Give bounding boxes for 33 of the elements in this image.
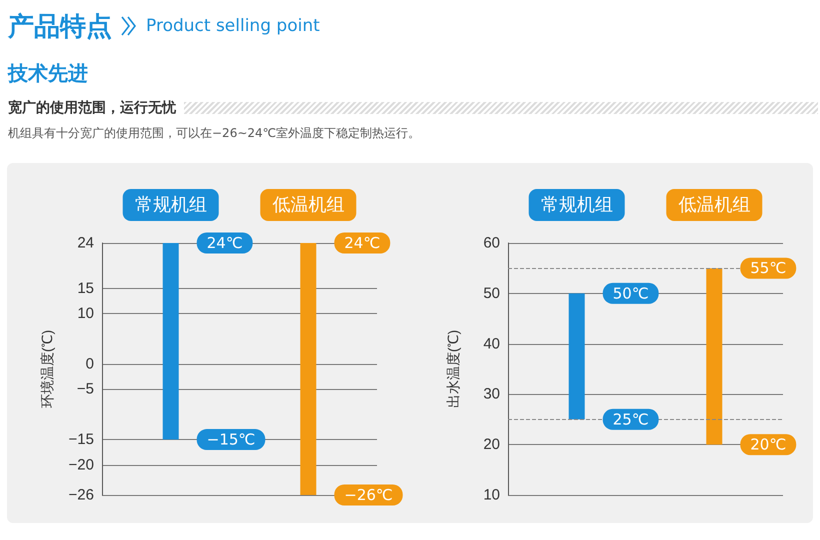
y-tick-label: −20 [68,456,94,474]
annotation: 55℃ [750,259,786,278]
y-tick-label: −15 [68,431,94,448]
annotation: 25℃ [612,410,649,428]
y-tick-label: 20 [483,436,500,454]
annotation: −15℃ [206,430,256,449]
x-tick-label: 低温机组 [272,194,344,216]
y-tick-label: 30 [483,386,500,403]
y-tick-label: 60 [483,234,500,252]
y-tick-label: 10 [77,305,94,322]
y-tick-label: 15 [77,280,94,297]
y-tick-label: −5 [76,380,94,398]
x-tick-label: 常规机组 [134,194,207,216]
text: 机组具有十分宽广的使用范围，可以在−26~24℃室外温度下稳定制热运行。 [8,125,422,142]
y-tick-label: −26 [68,486,94,504]
y-tick-label: 10 [483,486,500,504]
y-tick-label: 50 [483,284,500,302]
y-tick-label: 40 [483,335,500,352]
y-axis-title: 出水温度(℃) [445,330,461,408]
y-axis-title: 环境温度(℃) [39,330,55,408]
chart-title: 产品特点 [8,10,112,44]
x-tick-label: 低温机组 [678,194,750,216]
chart-subtitle: Product selling point [146,16,320,36]
annotation: 24℃ [344,234,380,252]
x-tick-label: 常规机组 [540,194,613,216]
text: 宽广的使用范围，运行无忧 [8,99,176,117]
y-tick-label: 24 [77,234,94,252]
annotation: −26℃ [344,486,393,504]
y-tick-label: 0 [86,355,94,372]
annotation: 20℃ [750,436,786,454]
text: 技术先进 [8,60,89,87]
annotation: 24℃ [206,234,243,252]
annotation: 50℃ [612,284,649,302]
